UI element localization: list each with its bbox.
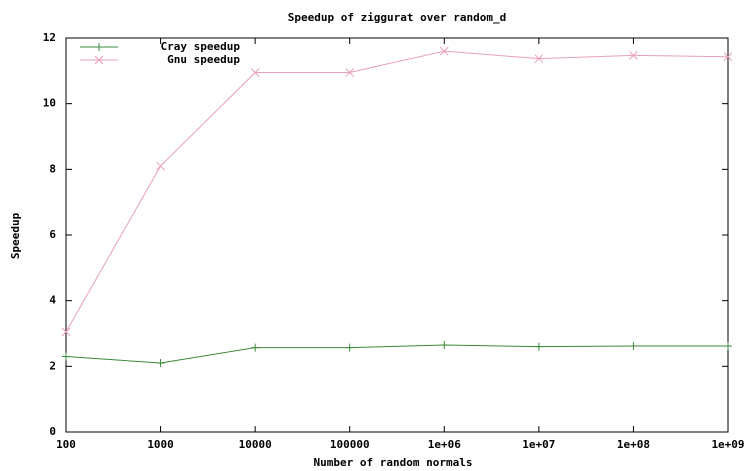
x-tick-label: 1000 <box>147 438 174 451</box>
point-marker <box>250 68 260 77</box>
x-tick-label: 100000 <box>330 438 370 451</box>
y-tick-label: 0 <box>49 425 56 438</box>
point-marker <box>251 343 260 352</box>
point-marker <box>156 161 165 171</box>
x-tick-label: 10000 <box>239 438 272 451</box>
point-marker <box>156 359 165 368</box>
point-marker <box>62 352 70 361</box>
point-marker <box>629 51 638 60</box>
series-line <box>65 344 728 364</box>
y-tick-label: 2 <box>49 359 56 372</box>
legend-label: Gnu speedup <box>167 53 240 66</box>
point-marker <box>439 46 449 56</box>
legend-marker <box>95 43 103 51</box>
x-axis-label: Number of random normals <box>314 456 473 469</box>
point-marker <box>724 341 732 350</box>
point-marker <box>723 52 733 62</box>
y-tick-label: 12 <box>43 31 56 44</box>
point-marker <box>345 68 355 77</box>
point-marker <box>61 327 71 337</box>
x-tick-label: 100 <box>56 438 76 451</box>
plot-frame <box>65 37 729 433</box>
y-axis-label: Speedup <box>9 212 22 259</box>
point-marker <box>345 343 354 352</box>
legend-marker <box>94 55 104 65</box>
x-tick-label: 1e+07 <box>522 438 555 451</box>
point-marker <box>534 342 543 351</box>
y-tick-label: 4 <box>49 294 56 307</box>
point-marker <box>534 54 544 64</box>
legend-label: Cray speedup <box>161 40 241 53</box>
point-marker <box>440 340 449 349</box>
y-tick-label: 10 <box>43 97 56 110</box>
chart-title: Speedup of ziggurat over random_d <box>288 11 507 24</box>
point-marker <box>629 341 638 350</box>
x-tick-label: 1e+09 <box>711 438 744 451</box>
y-tick-label: 8 <box>49 162 56 175</box>
y-tick-label: 6 <box>49 228 56 241</box>
x-tick-label: 1e+08 <box>617 438 650 451</box>
x-tick-label: 1e+06 <box>428 438 461 451</box>
series-line <box>65 50 729 333</box>
